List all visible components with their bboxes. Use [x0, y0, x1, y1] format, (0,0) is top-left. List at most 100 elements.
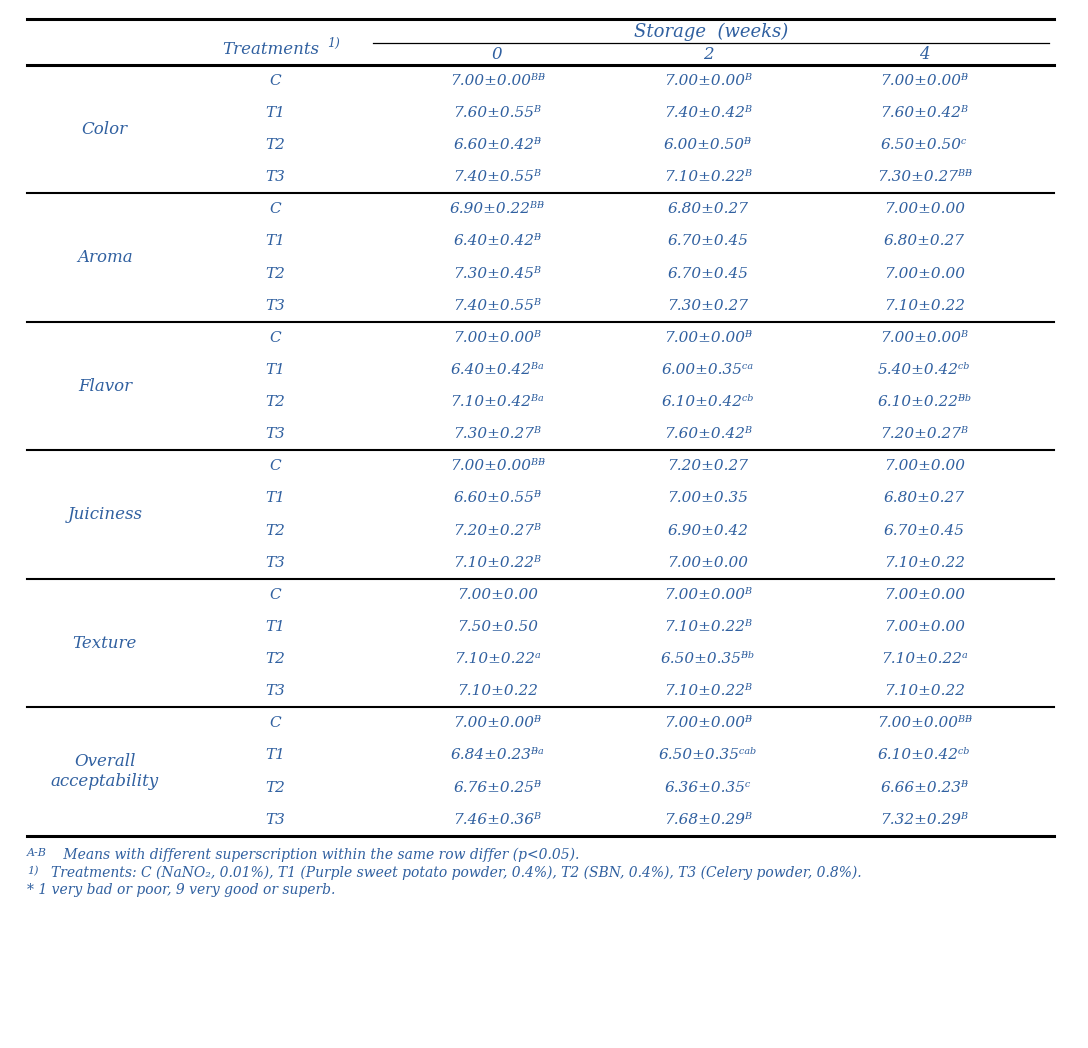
Text: 7.20±0.27ᴮ: 7.20±0.27ᴮ: [454, 524, 541, 538]
Text: 7.10±0.22: 7.10±0.22: [883, 684, 965, 698]
Text: 0: 0: [492, 46, 503, 63]
Text: 7.40±0.55ᴮ: 7.40±0.55ᴮ: [454, 299, 541, 312]
Text: 7.10±0.22ᵃ: 7.10±0.22ᵃ: [881, 652, 967, 667]
Text: 6.10±0.22ᴯᵇ: 6.10±0.22ᴯᵇ: [877, 395, 972, 409]
Text: 6.50±0.50ᶜ: 6.50±0.50ᶜ: [881, 138, 967, 152]
Text: T3: T3: [265, 812, 285, 827]
Text: 7.00±0.00ᴮ: 7.00±0.00ᴮ: [880, 331, 968, 345]
Text: 6.50±0.35ᴯᵇ: 6.50±0.35ᴯᵇ: [660, 652, 755, 667]
Text: T2: T2: [265, 395, 285, 409]
Text: 6.76±0.25ᴯ: 6.76±0.25ᴯ: [454, 781, 541, 794]
Text: Flavor: Flavor: [77, 377, 132, 394]
Text: 7.00±0.00: 7.00±0.00: [883, 620, 965, 634]
Text: 6.90±0.22ᴮᴯ: 6.90±0.22ᴮᴯ: [449, 202, 545, 216]
Text: 7.46±0.36ᴮ: 7.46±0.36ᴮ: [454, 812, 541, 827]
Text: Texture: Texture: [73, 634, 137, 652]
Text: 7.10±0.22ᴮ: 7.10±0.22ᴮ: [664, 684, 752, 698]
Text: 7.60±0.42ᴮ: 7.60±0.42ᴮ: [880, 106, 968, 119]
Text: T2: T2: [265, 781, 285, 794]
Text: 7.00±0.00: 7.00±0.00: [457, 588, 537, 602]
Text: 7.10±0.22ᴮ: 7.10±0.22ᴮ: [664, 170, 752, 184]
Text: C: C: [270, 459, 282, 474]
Text: 7.30±0.27ᴮᴯ: 7.30±0.27ᴮᴯ: [877, 170, 972, 184]
Text: 7.00±0.00ᴯ: 7.00±0.00ᴯ: [664, 331, 752, 345]
Text: 1): 1): [27, 866, 38, 876]
Text: T2: T2: [265, 266, 285, 281]
Text: 7.60±0.42ᴮ: 7.60±0.42ᴮ: [664, 428, 752, 441]
Text: 7.00±0.00: 7.00±0.00: [883, 588, 965, 602]
Text: C: C: [270, 588, 282, 602]
Text: 6.10±0.42ᶜᵇ: 6.10±0.42ᶜᵇ: [662, 395, 754, 409]
Text: 7.00±0.00: 7.00±0.00: [668, 555, 749, 570]
Text: Color: Color: [82, 121, 128, 137]
Text: T3: T3: [265, 170, 285, 184]
Text: T1: T1: [265, 492, 285, 505]
Text: 7.00±0.00ᴮᴯ: 7.00±0.00ᴮᴯ: [449, 459, 545, 474]
Text: T1: T1: [265, 106, 285, 119]
Text: 7.30±0.27: 7.30±0.27: [668, 299, 749, 312]
Text: 7.68±0.29ᴮ: 7.68±0.29ᴮ: [664, 812, 752, 827]
Text: 6.80±0.27: 6.80±0.27: [668, 202, 749, 216]
Text: C: C: [270, 202, 282, 216]
Text: 6.90±0.42: 6.90±0.42: [668, 524, 749, 538]
Text: 7.00±0.35: 7.00±0.35: [668, 492, 749, 505]
Text: 6.10±0.42ᶜᵇ: 6.10±0.42ᶜᵇ: [878, 748, 970, 763]
Text: 7.10±0.22ᴮ: 7.10±0.22ᴮ: [454, 555, 541, 570]
Text: 7.00±0.00ᴮ: 7.00±0.00ᴮ: [664, 588, 752, 602]
Text: 6.60±0.42ᴯ: 6.60±0.42ᴯ: [454, 138, 541, 152]
Text: C: C: [270, 331, 282, 345]
Text: 7.40±0.42ᴮ: 7.40±0.42ᴮ: [664, 106, 752, 119]
Text: 6.70±0.45: 6.70±0.45: [668, 235, 749, 248]
Text: Juiciness: Juiciness: [67, 506, 143, 523]
Text: 6.84±0.23ᴯᵃ: 6.84±0.23ᴯᵃ: [450, 748, 544, 763]
Text: Treatments: C (NaNO₂, 0.01%), T1 (Purple sweet potato powder, 0.4%), T2 (SBN, 0.: Treatments: C (NaNO₂, 0.01%), T1 (Purple…: [51, 866, 862, 880]
Text: Storage  (weeks): Storage (weeks): [633, 23, 788, 41]
Text: 7.00±0.00ᴯ: 7.00±0.00ᴯ: [454, 717, 541, 730]
Text: 7.30±0.27ᴮ: 7.30±0.27ᴮ: [454, 428, 541, 441]
Text: 4: 4: [919, 46, 929, 63]
Text: 6.40±0.42ᴮᵃ: 6.40±0.42ᴮᵃ: [450, 363, 544, 377]
Text: 6.36±0.35ᶜ: 6.36±0.35ᶜ: [665, 781, 751, 794]
Text: 7.00±0.00ᴯ: 7.00±0.00ᴯ: [664, 717, 752, 730]
Text: T1: T1: [265, 620, 285, 634]
Text: 2: 2: [703, 46, 714, 63]
Text: T2: T2: [265, 652, 285, 667]
Text: 6.66±0.23ᴯ: 6.66±0.23ᴯ: [880, 781, 968, 794]
Text: 6.50±0.35ᶜᵃᵇ: 6.50±0.35ᶜᵃᵇ: [659, 748, 757, 763]
Text: T2: T2: [265, 138, 285, 152]
Text: 7.20±0.27ᴮ: 7.20±0.27ᴮ: [880, 428, 968, 441]
Text: 5.40±0.42ᶜᵇ: 5.40±0.42ᶜᵇ: [878, 363, 970, 377]
Text: T1: T1: [265, 235, 285, 248]
Text: 7.50±0.50: 7.50±0.50: [457, 620, 537, 634]
Text: 6.60±0.55ᴯ: 6.60±0.55ᴯ: [454, 492, 541, 505]
Text: 7.10±0.42ᴮᵃ: 7.10±0.42ᴮᵃ: [450, 395, 544, 409]
Text: 6.00±0.50ᴯ: 6.00±0.50ᴯ: [664, 138, 752, 152]
Text: 6.80±0.27: 6.80±0.27: [883, 492, 965, 505]
Text: 7.30±0.45ᴮ: 7.30±0.45ᴮ: [454, 266, 541, 281]
Text: C: C: [270, 717, 282, 730]
Text: 7.10±0.22: 7.10±0.22: [457, 684, 537, 698]
Text: 7.10±0.22: 7.10±0.22: [883, 299, 965, 312]
Text: 7.00±0.00: 7.00±0.00: [883, 202, 965, 216]
Text: 7.00±0.00ᴮ: 7.00±0.00ᴮ: [454, 331, 541, 345]
Text: Treatments: Treatments: [222, 41, 319, 59]
Text: T2: T2: [265, 524, 285, 538]
Text: Overall: Overall: [74, 754, 136, 770]
Text: C: C: [270, 73, 282, 88]
Text: T3: T3: [265, 684, 285, 698]
Text: 7.32±0.29ᴮ: 7.32±0.29ᴮ: [880, 812, 968, 827]
Text: 7.40±0.55ᴮ: 7.40±0.55ᴮ: [454, 170, 541, 184]
Text: * 1 very bad or poor, 9 very good or superb.: * 1 very bad or poor, 9 very good or sup…: [27, 883, 335, 897]
Text: 1): 1): [327, 37, 341, 49]
Text: T1: T1: [265, 748, 285, 763]
Text: 6.40±0.42ᴯ: 6.40±0.42ᴯ: [454, 235, 541, 248]
Text: 7.10±0.22ᴮ: 7.10±0.22ᴮ: [664, 620, 752, 634]
Text: 7.00±0.00ᴮᴯ: 7.00±0.00ᴮᴯ: [449, 73, 545, 88]
Text: 7.00±0.00ᴯ: 7.00±0.00ᴯ: [880, 73, 968, 88]
Text: 7.60±0.55ᴮ: 7.60±0.55ᴮ: [454, 106, 541, 119]
Text: 7.10±0.22: 7.10±0.22: [883, 555, 965, 570]
Text: T3: T3: [265, 428, 285, 441]
Text: 7.00±0.00: 7.00±0.00: [883, 459, 965, 474]
Text: 6.70±0.45: 6.70±0.45: [668, 266, 749, 281]
Text: Aroma: Aroma: [77, 249, 133, 266]
